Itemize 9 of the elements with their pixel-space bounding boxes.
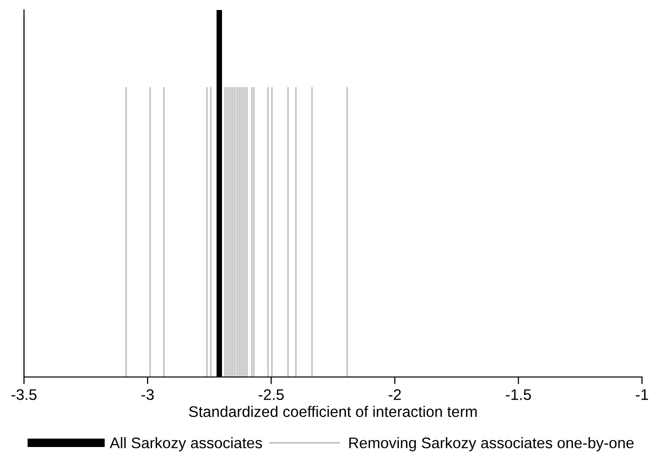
x-tick-label: -1.5 (506, 389, 531, 400)
x-tick-label: -2 (388, 389, 401, 400)
x-axis-title: Standardized coefficient of interaction term (189, 406, 477, 418)
x-tick-label: -3.5 (12, 389, 37, 400)
x-tick-label: -2.5 (258, 389, 284, 400)
legend-label: Removing Sarkozy associates one-by-one (349, 437, 634, 452)
legend-label: All Sarkozy associates (110, 437, 262, 452)
x-tick-label: -1 (636, 389, 648, 400)
x-tick-label: -3 (141, 389, 154, 400)
